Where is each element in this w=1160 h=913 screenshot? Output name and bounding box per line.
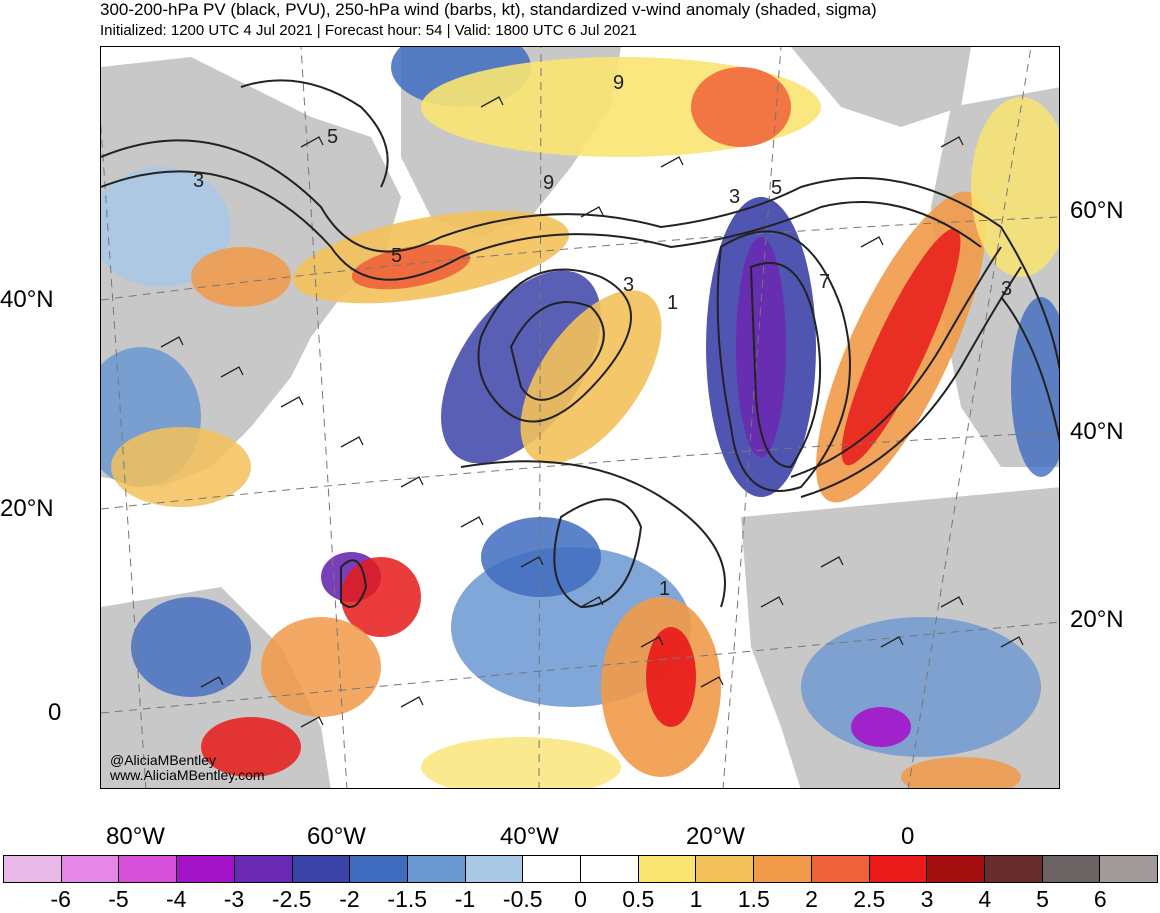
lat-label-right-60n: 60°N bbox=[1070, 197, 1124, 224]
colorbar-swatch bbox=[177, 856, 235, 882]
colorbar-swatch bbox=[581, 856, 639, 882]
colorbar-tick-label: -3 bbox=[223, 886, 245, 912]
weather-map: 3 5 9 9 5 3 1 3 5 7 3 1 bbox=[100, 46, 1060, 789]
colorbar-swatch bbox=[696, 856, 755, 882]
colorbar-tick-label: 1.5 bbox=[737, 886, 770, 912]
colorbar-swatch bbox=[4, 856, 62, 882]
colorbar-tick-label: 2 bbox=[805, 886, 818, 912]
colorbar-tick-label: -5 bbox=[108, 886, 129, 912]
contour-label: 3 bbox=[1001, 278, 1012, 300]
colorbar-tick-label: 3 bbox=[920, 886, 934, 912]
lat-label-left-equator: 0 bbox=[48, 699, 62, 726]
colorbar-swatch bbox=[754, 856, 812, 882]
colorbar-tick-label: 2.5 bbox=[853, 886, 886, 912]
lon-label-40w: 40°W bbox=[500, 823, 559, 850]
contour-label: 3 bbox=[729, 186, 740, 208]
contour-labels: 3 5 9 9 5 3 1 3 5 7 3 1 bbox=[193, 72, 1012, 600]
colorbar-swatch bbox=[811, 856, 870, 882]
contour-label: 9 bbox=[543, 172, 554, 194]
colorbar-tick-label: 1 bbox=[689, 886, 703, 912]
colorbar-tick-label: -2.5 bbox=[271, 886, 312, 912]
colorbar-swatch bbox=[234, 856, 293, 882]
wind-barbs bbox=[160, 96, 1024, 728]
colorbar-swatch bbox=[292, 856, 351, 882]
colorbar-swatch bbox=[465, 856, 524, 882]
colorbar-tick-label: 6 bbox=[1093, 886, 1107, 912]
chart-subtitle: Initialized: 1200 UTC 4 Jul 2021 | Forec… bbox=[100, 22, 637, 39]
colorbar-swatch bbox=[523, 856, 582, 882]
colorbar-swatch bbox=[119, 856, 178, 882]
colorbar-tick-label: 0 bbox=[574, 886, 587, 912]
pv-contours bbox=[101, 79, 1059, 609]
map-canvas: 3 5 9 9 5 3 1 3 5 7 3 1 bbox=[101, 47, 1059, 788]
credit-site: www.AliciaMBentley.com bbox=[110, 767, 265, 783]
colorbar-tick-label: -1 bbox=[454, 886, 476, 912]
colorbar-swatch bbox=[869, 856, 928, 882]
contour-label: 5 bbox=[327, 126, 338, 148]
lat-label-left-40n: 40°N bbox=[0, 286, 54, 313]
colorbar-tick-label: -6 bbox=[50, 886, 71, 912]
colorbar-swatch bbox=[407, 856, 466, 882]
contour-label: 9 bbox=[613, 72, 624, 94]
graticule bbox=[101, 47, 1059, 788]
positive-anomaly-shading bbox=[111, 57, 1059, 788]
contour-label: 3 bbox=[193, 170, 204, 192]
contour-label: 1 bbox=[659, 578, 670, 600]
colorbar-tick-label: 0.5 bbox=[622, 886, 655, 912]
contour-label: 1 bbox=[667, 292, 678, 314]
colorbar-tick-label: -0.5 bbox=[502, 886, 543, 912]
colorbar-swatch bbox=[1042, 856, 1101, 882]
colorbar-swatch bbox=[984, 856, 1043, 882]
contour-label: 5 bbox=[771, 177, 782, 199]
chart-title: 300-200-hPa PV (black, PVU), 250-hPa win… bbox=[100, 0, 877, 19]
colorbar-tick-label: -2 bbox=[339, 886, 360, 912]
contour-label: 5 bbox=[391, 245, 402, 267]
lon-label-80w: 80°W bbox=[106, 823, 165, 850]
colorbar-swatch bbox=[638, 856, 697, 882]
contour-label: 7 bbox=[819, 271, 830, 293]
colorbar-tick-label: 4 bbox=[978, 886, 992, 912]
colorbar-tick-label: -1.5 bbox=[387, 886, 428, 912]
lat-label-left-20n: 20°N bbox=[0, 495, 54, 522]
lon-label-20w: 20°W bbox=[686, 823, 745, 850]
credit-handle: @AliciaMBentley bbox=[110, 752, 217, 768]
colorbar-tick-label: 5 bbox=[1036, 886, 1049, 912]
colorbar-swatch bbox=[1100, 856, 1158, 882]
lat-label-right-40n: 40°N bbox=[1070, 418, 1124, 445]
colorbar-swatch bbox=[927, 856, 985, 882]
colorbar-tick-label: -4 bbox=[166, 886, 187, 912]
lat-label-right-20n: 20°N bbox=[1070, 606, 1124, 633]
colorbar-swatch bbox=[61, 856, 120, 882]
lon-label-0: 0 bbox=[901, 823, 915, 850]
lon-label-60w: 60°W bbox=[307, 823, 366, 850]
colorbar-swatch bbox=[350, 856, 408, 882]
colorbar bbox=[3, 855, 1158, 883]
contour-label: 3 bbox=[623, 274, 634, 296]
